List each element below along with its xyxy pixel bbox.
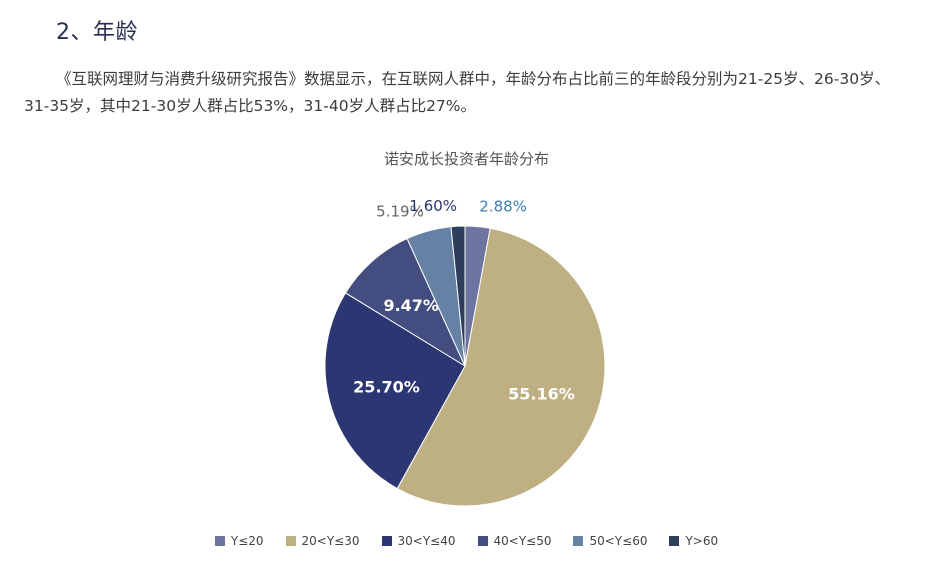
slice-label: 55.16% — [508, 384, 575, 403]
legend-label: Y>60 — [685, 534, 719, 548]
slice-label: 1.60% — [409, 197, 457, 215]
legend-item: 20<Y≤30 — [285, 534, 360, 548]
pie-slice — [396, 227, 606, 507]
slice-label: 25.70% — [353, 378, 420, 397]
legend-swatch — [214, 536, 225, 546]
pie-slice — [344, 237, 467, 368]
legend-label: 50<Y≤60 — [589, 534, 648, 548]
legend-item: 40<Y≤50 — [477, 534, 552, 548]
legend-swatch — [477, 536, 488, 546]
legend-swatch — [381, 536, 392, 546]
legend-label: 20<Y≤30 — [301, 534, 360, 548]
slice-label: 5.19% — [376, 202, 424, 220]
legend-item: Y≤20 — [214, 534, 264, 548]
legend-swatch — [573, 536, 584, 546]
chart-title: 诺安成长投资者年龄分布 — [383, 150, 549, 168]
section-title: 2、年龄 — [56, 20, 138, 45]
legend-swatch — [669, 536, 680, 546]
pie-slice — [324, 292, 466, 490]
legend-label: 30<Y≤40 — [397, 534, 456, 548]
chart-legend: Y≤20 20<Y≤30 30<Y≤40 40<Y≤50 50<Y≤60 Y>60 — [0, 534, 933, 548]
legend-item: Y>60 — [669, 534, 718, 548]
legend-label: 40<Y≤50 — [493, 534, 552, 548]
pie-slice — [450, 225, 466, 367]
slice-label: 9.47% — [383, 296, 439, 315]
legend-item: 50<Y≤60 — [573, 534, 647, 548]
body-paragraph: 《互联网理财与消费升级研究报告》数据显示，在互联网人群中，年龄分布占比前三的年龄… — [24, 70, 891, 115]
legend-swatch — [285, 536, 296, 546]
legend-label: Y≤20 — [230, 534, 264, 548]
slice-label: 2.88% — [479, 198, 527, 216]
legend-item: 30<Y≤40 — [381, 534, 456, 548]
